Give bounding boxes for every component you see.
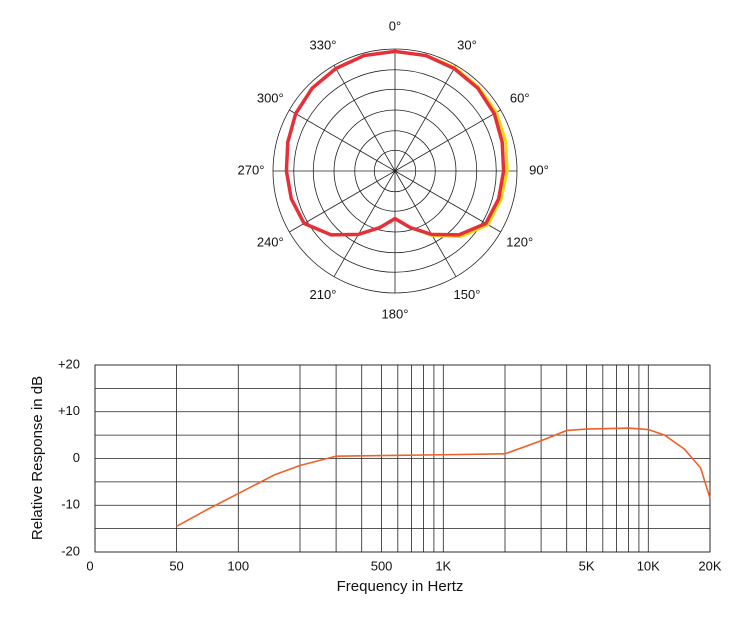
angle-label: 120° (506, 234, 533, 249)
spoke (394, 65, 457, 172)
angle-label: 60° (510, 90, 530, 105)
x-tick-label: 50 (169, 558, 183, 573)
angle-label: 0° (389, 18, 401, 33)
x-axis-title: Frequency in Hertz (337, 578, 464, 595)
spoke (394, 170, 501, 233)
y-tick-label: +10 (58, 403, 80, 418)
spoke (394, 170, 457, 277)
y-tick-label: +20 (58, 356, 80, 371)
x-tick-label: 0 (86, 558, 93, 573)
spoke (333, 170, 396, 277)
x-tick-label: 10K (637, 558, 660, 573)
angle-label: 240° (257, 234, 284, 249)
angle-label: 270° (238, 162, 265, 177)
spoke (394, 109, 501, 172)
y-axis-title: Relative Response in dB (29, 376, 46, 540)
spoke (289, 170, 396, 233)
polar-curve (284, 49, 509, 239)
response-line (176, 427, 711, 527)
angle-label: 150° (454, 287, 481, 302)
angle-label: 180° (382, 306, 409, 321)
spoke (289, 109, 396, 172)
x-tick-label: 500 (371, 558, 393, 573)
y-tick-label: -10 (61, 497, 80, 512)
x-tick-label: 100 (227, 558, 249, 573)
angle-label: 300° (257, 90, 284, 105)
x-tick-label: 20K (698, 558, 721, 573)
x-tick-label: 5K (579, 558, 595, 573)
polar-curve (284, 49, 506, 237)
angle-label: 30° (457, 38, 477, 53)
angle-label: 90° (529, 162, 549, 177)
angle-label: 210° (310, 287, 337, 302)
angle-label: 330° (310, 38, 337, 53)
x-tick-label: 1K (435, 558, 451, 573)
spoke (333, 65, 396, 172)
y-tick-label: -20 (61, 543, 80, 558)
y-tick-label: 0 (73, 450, 80, 465)
